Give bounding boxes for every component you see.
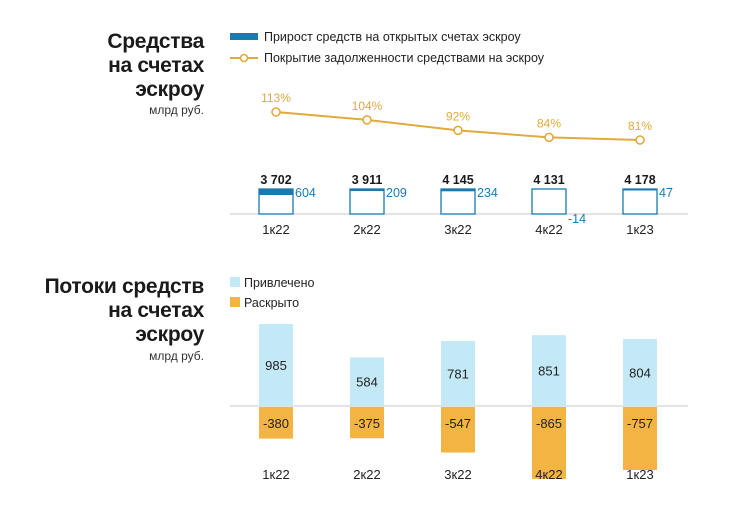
total-value-label: 3 911: [352, 173, 383, 187]
top-category-label: 4к22: [535, 222, 562, 237]
increase-bar: [623, 189, 657, 191]
total-bar: [349, 188, 385, 215]
top-title-line-2: на счетах: [108, 54, 204, 77]
top-title-line-1: Средства: [107, 30, 204, 53]
coverage-point: [362, 115, 372, 125]
disclosed-value-label: -375: [354, 416, 380, 431]
attracted-bar: [259, 324, 293, 406]
coverage-value-label: 81%: [628, 119, 652, 133]
coverage-value-label: 104%: [352, 99, 383, 113]
attracted-value-label: 985: [265, 358, 287, 373]
legend-coverage-marker: [239, 53, 249, 63]
coverage-point: [635, 135, 645, 145]
top-category-label: 2к22: [353, 222, 380, 237]
disclosed-bar: [259, 407, 293, 439]
increase-value-label: -14: [568, 212, 586, 226]
total-bar: [531, 188, 567, 215]
total-bar: [622, 188, 658, 215]
top-category-label: 1к23: [626, 222, 653, 237]
disclosed-value-label: -757: [627, 416, 653, 431]
disclosed-bar: [623, 407, 657, 471]
top-section-title: Средства на счетах эскроу: [107, 30, 204, 102]
bottom-title-line-1: Потоки средств: [44, 275, 205, 298]
legend-disclosed-swatch: [230, 297, 240, 307]
legend-increase-swatch: [230, 33, 258, 40]
increase-value-label: 209: [386, 186, 407, 200]
attracted-value-label: 851: [538, 364, 560, 379]
coverage-value-label: 84%: [537, 116, 561, 130]
disclosed-value-label: -380: [263, 416, 289, 431]
attracted-bar: [441, 340, 475, 406]
increase-bar: [441, 189, 475, 192]
total-value-label: 4 145: [442, 173, 473, 187]
disclosed-bar: [350, 407, 384, 439]
attracted-bar: [623, 339, 657, 406]
legend-coverage-label: Покрытие задолженности средствами на эск…: [264, 51, 545, 65]
top-title-line-3: эскроу: [135, 78, 204, 101]
bottom-unit: млрд руб.: [149, 349, 204, 363]
bottom-title-line-3: эскроу: [135, 323, 204, 346]
coverage-point: [544, 132, 554, 143]
bottom-category-label: 2к22: [353, 467, 380, 482]
legend-increase-label: Прирост средств на открытых счетах эскро…: [264, 30, 521, 44]
attracted-bar: [350, 357, 384, 406]
top-unit: млрд руб.: [149, 103, 204, 117]
total-value-label: 3 702: [260, 173, 291, 187]
bottom-category-label: 1к23: [626, 467, 653, 482]
coverage-point: [453, 125, 463, 136]
total-value-label: 4 178: [624, 173, 655, 187]
bottom-section-title: Потоки средств на счетах эскроу: [44, 275, 205, 347]
legend-attracted-swatch: [230, 277, 240, 287]
attracted-value-label: 804: [629, 366, 651, 381]
bottom-category-label: 4к22: [535, 467, 562, 482]
legend-disclosed-label: Раскрыто: [244, 296, 299, 310]
coverage-point: [271, 107, 281, 117]
increase-value-label: 604: [295, 186, 316, 200]
attracted-bar: [532, 335, 566, 406]
coverage-value-label: 113%: [261, 91, 291, 105]
coverage-value-label: 92%: [446, 109, 470, 123]
attracted-value-label: 584: [356, 375, 378, 390]
disclosed-bar: [441, 407, 475, 453]
bottom-title-line-2: на счетах: [108, 299, 204, 322]
increase-value-label: 47: [659, 186, 673, 200]
increase-bar: [259, 189, 293, 195]
disclosed-value-label: -547: [445, 416, 471, 431]
increase-bar: [350, 189, 384, 192]
disclosed-value-label: -865: [536, 416, 562, 431]
increase-value-label: 234: [477, 186, 498, 200]
bottom-category-label: 3к22: [444, 467, 471, 482]
total-value-label: 4 131: [533, 173, 564, 187]
total-bar: [440, 188, 476, 215]
top-category-label: 3к22: [444, 222, 471, 237]
disclosed-bar: [532, 407, 566, 480]
attracted-value-label: 781: [447, 366, 469, 381]
legend-attracted-label: Привлечено: [244, 276, 314, 290]
bottom-category-label: 1к22: [262, 467, 289, 482]
top-category-label: 1к22: [262, 222, 289, 237]
